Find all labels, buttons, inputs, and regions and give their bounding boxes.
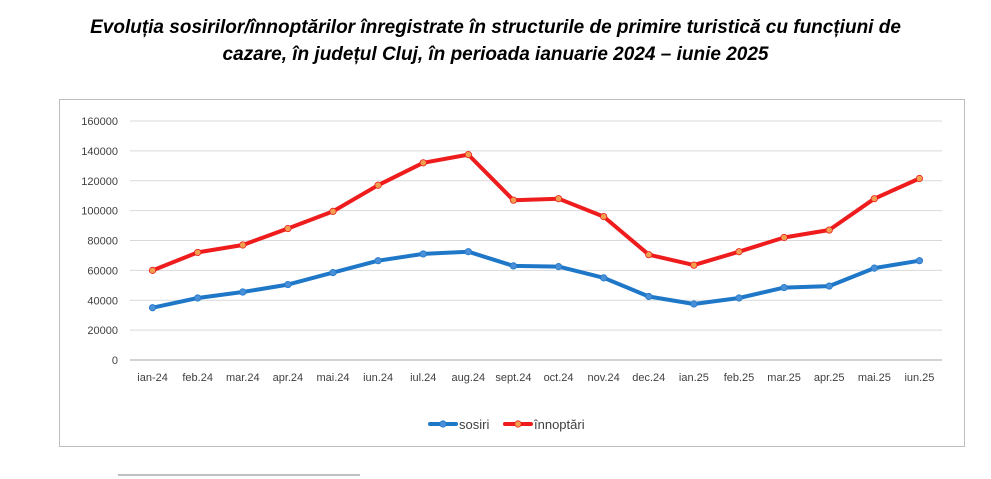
legend-swatch-marker xyxy=(439,420,447,428)
data-point xyxy=(915,257,924,265)
y-tick-label: 20000 xyxy=(87,325,118,337)
data-point xyxy=(419,250,427,258)
y-tick-label: 100000 xyxy=(81,206,118,218)
y-tick-label: 140000 xyxy=(81,146,118,158)
x-tick-label: oct.24 xyxy=(544,372,574,384)
data-point xyxy=(690,261,698,269)
x-axis-ticks: ian-24 feb.24 mar.24 apr.24 mai.24 iun.24 iul.… xyxy=(137,372,934,384)
data-point xyxy=(329,269,337,277)
x-tick-label: apr.24 xyxy=(273,372,304,384)
x-tick-label: iun.25 xyxy=(904,372,934,384)
data-point xyxy=(870,264,878,272)
data-point xyxy=(239,241,247,249)
data-point xyxy=(735,294,743,302)
data-point xyxy=(329,207,337,215)
y-tick-label: 80000 xyxy=(87,236,118,248)
series-layer xyxy=(148,151,924,312)
data-point xyxy=(554,195,563,203)
data-point xyxy=(600,274,608,282)
data-point xyxy=(780,283,788,292)
data-point xyxy=(870,195,878,203)
data-point xyxy=(194,294,202,302)
data-point xyxy=(509,262,518,270)
data-point xyxy=(780,233,788,242)
data-point xyxy=(915,174,924,183)
y-tick-label: 0 xyxy=(112,355,118,367)
data-point xyxy=(374,257,382,265)
x-tick-label: ian.25 xyxy=(679,372,709,384)
x-tick-label: iul.24 xyxy=(410,372,436,384)
x-tick-label: feb.25 xyxy=(724,372,755,384)
x-tick-label: ian-24 xyxy=(137,372,168,384)
x-tick-label: mai.24 xyxy=(316,372,349,384)
x-tick-label: sept.24 xyxy=(495,372,531,384)
data-point xyxy=(509,196,518,204)
data-point xyxy=(825,226,833,234)
x-tick-label: mar.24 xyxy=(226,372,260,384)
footer-divider xyxy=(118,474,360,476)
x-tick-label: iun.24 xyxy=(363,372,393,384)
legend: sosiri înnoptări xyxy=(428,417,585,432)
series-line-innoptari xyxy=(150,152,922,273)
x-tick-label: nov.24 xyxy=(588,372,620,384)
legend-swatch-marker xyxy=(514,420,522,428)
y-tick-label: 160000 xyxy=(81,116,118,128)
data-point xyxy=(825,282,833,290)
y-tick-label: 60000 xyxy=(87,265,118,277)
series-line-sosiri xyxy=(150,249,922,310)
y-tick-label: 120000 xyxy=(81,176,118,188)
x-tick-label: mar.25 xyxy=(767,372,801,384)
data-point xyxy=(554,263,563,271)
data-point xyxy=(645,251,653,259)
data-point xyxy=(645,292,653,301)
data-point xyxy=(148,304,157,312)
data-point xyxy=(148,266,157,274)
chart-title-line-2: cazare, în județul Cluj, în perioada ian… xyxy=(222,44,769,65)
data-point xyxy=(735,248,743,256)
legend-label: înnoptări xyxy=(533,417,585,432)
x-tick-label: dec.24 xyxy=(632,372,665,384)
y-tick-label: 40000 xyxy=(87,295,118,307)
x-tick-label: feb.24 xyxy=(182,372,213,384)
chart-frame: 0 20000 40000 60000 80000 100000 120000 140000 1… xyxy=(59,99,965,447)
x-tick-label: aug.24 xyxy=(452,372,486,384)
gridlines xyxy=(130,120,942,361)
data-point xyxy=(239,288,247,296)
data-point xyxy=(419,159,427,167)
x-tick-label: apr.25 xyxy=(814,372,845,384)
data-point xyxy=(690,300,698,308)
data-point xyxy=(464,248,472,256)
data-point xyxy=(464,151,472,159)
x-tick-label: mai.25 xyxy=(858,372,891,384)
data-point xyxy=(374,181,382,189)
data-point xyxy=(600,213,608,221)
data-point xyxy=(194,248,202,257)
y-axis-ticks: 0 20000 40000 60000 80000 100000 120000 140000 1… xyxy=(81,116,118,367)
legend-label: sosiri xyxy=(459,417,489,432)
line-chart: 0 20000 40000 60000 80000 100000 120000 140000 1… xyxy=(81,116,942,432)
chart-title-line-1: Evoluția sosirilor/înnoptărilor înregist… xyxy=(90,17,901,38)
data-point xyxy=(284,280,292,289)
chart-title: Evoluția sosirilor/înnoptărilor înregist… xyxy=(20,14,971,68)
data-point xyxy=(284,224,292,233)
